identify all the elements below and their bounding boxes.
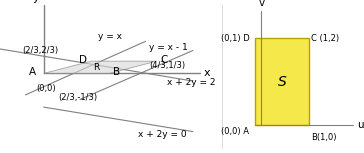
Bar (255, 38, 309, 125)
Text: y = x: y = x (98, 32, 122, 41)
Text: C: C (160, 55, 167, 65)
Text: x: x (204, 68, 210, 78)
Text: v: v (258, 0, 264, 8)
Text: B: B (113, 67, 120, 77)
Text: y: y (33, 0, 40, 3)
Text: R: R (93, 63, 100, 72)
Text: (0,0) A: (0,0) A (221, 127, 249, 136)
Text: B(1,0): B(1,0) (311, 133, 337, 142)
Text: C (1,2): C (1,2) (311, 34, 339, 43)
Text: A: A (29, 67, 36, 77)
Text: x + 2y = 2: x + 2y = 2 (167, 78, 216, 87)
Text: D: D (79, 55, 87, 65)
Polygon shape (44, 61, 157, 73)
Text: y = x - 1: y = x - 1 (149, 43, 188, 52)
Text: (4/3,1/3): (4/3,1/3) (149, 61, 185, 70)
Text: (2/3,2/3): (2/3,2/3) (22, 46, 58, 55)
Text: (0,1) D: (0,1) D (221, 34, 249, 43)
Text: (0,0): (0,0) (36, 84, 56, 93)
Text: u: u (357, 120, 363, 131)
Text: (2/3,-1/3): (2/3,-1/3) (58, 93, 97, 102)
Text: x + 2y = 0: x + 2y = 0 (138, 130, 187, 139)
Text: S: S (278, 75, 286, 89)
